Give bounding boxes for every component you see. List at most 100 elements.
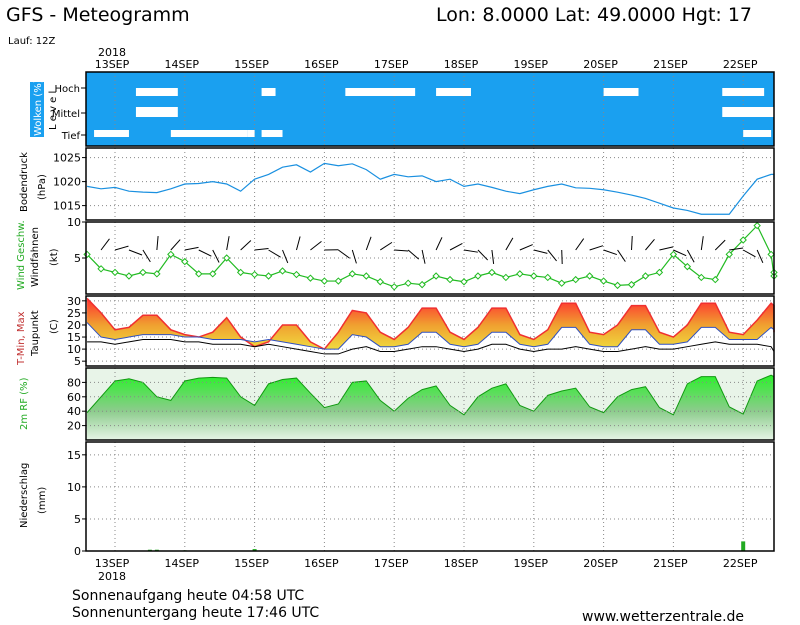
precip-unit: (mm) [37, 487, 48, 514]
wind-barb [142, 249, 151, 263]
data-point [530, 272, 538, 280]
data-point [669, 250, 678, 259]
wind-barb [603, 249, 618, 256]
data-point [306, 274, 315, 282]
wind-barb [477, 249, 489, 261]
wind-barb [575, 238, 585, 251]
data-point [460, 278, 468, 286]
bottom-date-label: 20SEP [583, 557, 618, 570]
data-point [474, 272, 482, 280]
wind-barb [491, 249, 495, 264]
cloud-block [247, 130, 255, 137]
data-point [153, 270, 161, 278]
cloud-level-ylabel: L e v e l [48, 91, 59, 130]
cloud-level-label: Mittel [52, 109, 80, 120]
wind-barb [128, 249, 143, 256]
precip-panel: 0 5 10 15 [67, 441, 775, 558]
top-year-label: 2018 [98, 46, 126, 59]
bottom-date-label: 13SEP [95, 557, 130, 570]
top-date-label: 19SEP [514, 58, 549, 71]
series-line [86, 162, 775, 215]
y-tick-label: 40 [67, 405, 81, 418]
wind-barb [170, 239, 181, 251]
bottom-date-label: 15SEP [234, 557, 269, 570]
wind-barb [351, 249, 357, 264]
data-point [502, 273, 510, 282]
bottom-date-label: 19SEP [514, 557, 549, 570]
y-tick-label: 15 [67, 331, 81, 344]
cloud-block [94, 130, 129, 137]
y-tick-label: 0 [74, 545, 81, 558]
cloud-ylabel: Wolken (%) [33, 79, 44, 136]
wind-barb [379, 241, 393, 251]
y-tick-label: 10 [67, 343, 81, 356]
top-date-label: 17SEP [374, 58, 409, 71]
top-date-label: 15SEP [234, 58, 269, 71]
wind-ylabel2: Windfahnen [30, 227, 41, 287]
top-date-label: 18SEP [444, 58, 479, 71]
data-point [627, 280, 636, 289]
cloud-ylabel-box: Wolken (%) L e v e l [30, 79, 59, 137]
y-tick-label: 10 [67, 216, 81, 229]
cloud-level-label: Tief [61, 131, 81, 142]
cloud-panel-frame [85, 71, 775, 147]
wind-barb [295, 236, 301, 251]
website-link[interactable]: www.wetterzentrale.de [582, 609, 745, 625]
wind-barb [100, 238, 110, 251]
cloud-block [135, 107, 171, 117]
y-tick-label: 30 [67, 295, 81, 308]
data-point [292, 270, 301, 279]
data-point [139, 268, 147, 277]
bottom-date-label: 21SEP [653, 557, 688, 570]
data-point [209, 270, 217, 278]
y-tick-label: 25 [67, 307, 81, 320]
wind-barb [198, 249, 212, 257]
wind-ylabel: Wind Geschw. [16, 220, 27, 290]
wind-barb [756, 249, 764, 263]
data-point [111, 268, 119, 277]
sunrise-text: Sonnenaufgang heute 04:58 UTC [72, 588, 305, 604]
rh-ylabel: 2m RF (%) [19, 377, 30, 430]
data-point [446, 275, 454, 284]
bottom-date-label: 16SEP [304, 557, 339, 570]
wind-barb [631, 235, 633, 251]
tmin-line [86, 322, 775, 352]
data-point [753, 221, 761, 230]
cloud-block [142, 88, 178, 96]
wind-barb [156, 236, 159, 251]
data-point [125, 272, 133, 280]
wind-barb [268, 249, 281, 258]
data-point [739, 236, 747, 244]
data-point [725, 250, 733, 259]
data-point [641, 272, 650, 280]
data-point [697, 273, 706, 282]
data-point [655, 268, 664, 277]
data-point [250, 270, 259, 279]
data-point [390, 283, 398, 291]
bottom-date-label: 14SEP [165, 557, 200, 570]
temperature-panel-frame [85, 295, 775, 367]
cloud-block [170, 130, 248, 137]
cloud-block [436, 88, 471, 96]
wind-barb [254, 248, 269, 251]
bottom-date-label: 22SEP [723, 557, 758, 570]
data-point [516, 270, 524, 278]
bottom-date-axis: 13SEP 14SEP 15SEP 16SEP 17SEP 18SEP 19SEP 20SEP… [95, 557, 758, 570]
wind-barb [310, 240, 322, 251]
series-line [86, 224, 775, 288]
wind-barb [449, 242, 463, 251]
cloud-block [743, 130, 772, 137]
wind-barb [505, 237, 514, 251]
pressure-ylabel: Bodendruck [19, 152, 30, 212]
data-point [488, 268, 496, 277]
y-tick-label: 1015 [53, 200, 81, 213]
top-date-label: 21SEP [653, 58, 688, 71]
bottom-date-label: 18SEP [444, 557, 479, 570]
wind-barb [226, 236, 230, 251]
top-date-label: 16SEP [304, 58, 339, 71]
bottom-date-label: 17SEP [374, 557, 409, 570]
wind-barb [184, 246, 199, 251]
data-point [544, 273, 552, 282]
